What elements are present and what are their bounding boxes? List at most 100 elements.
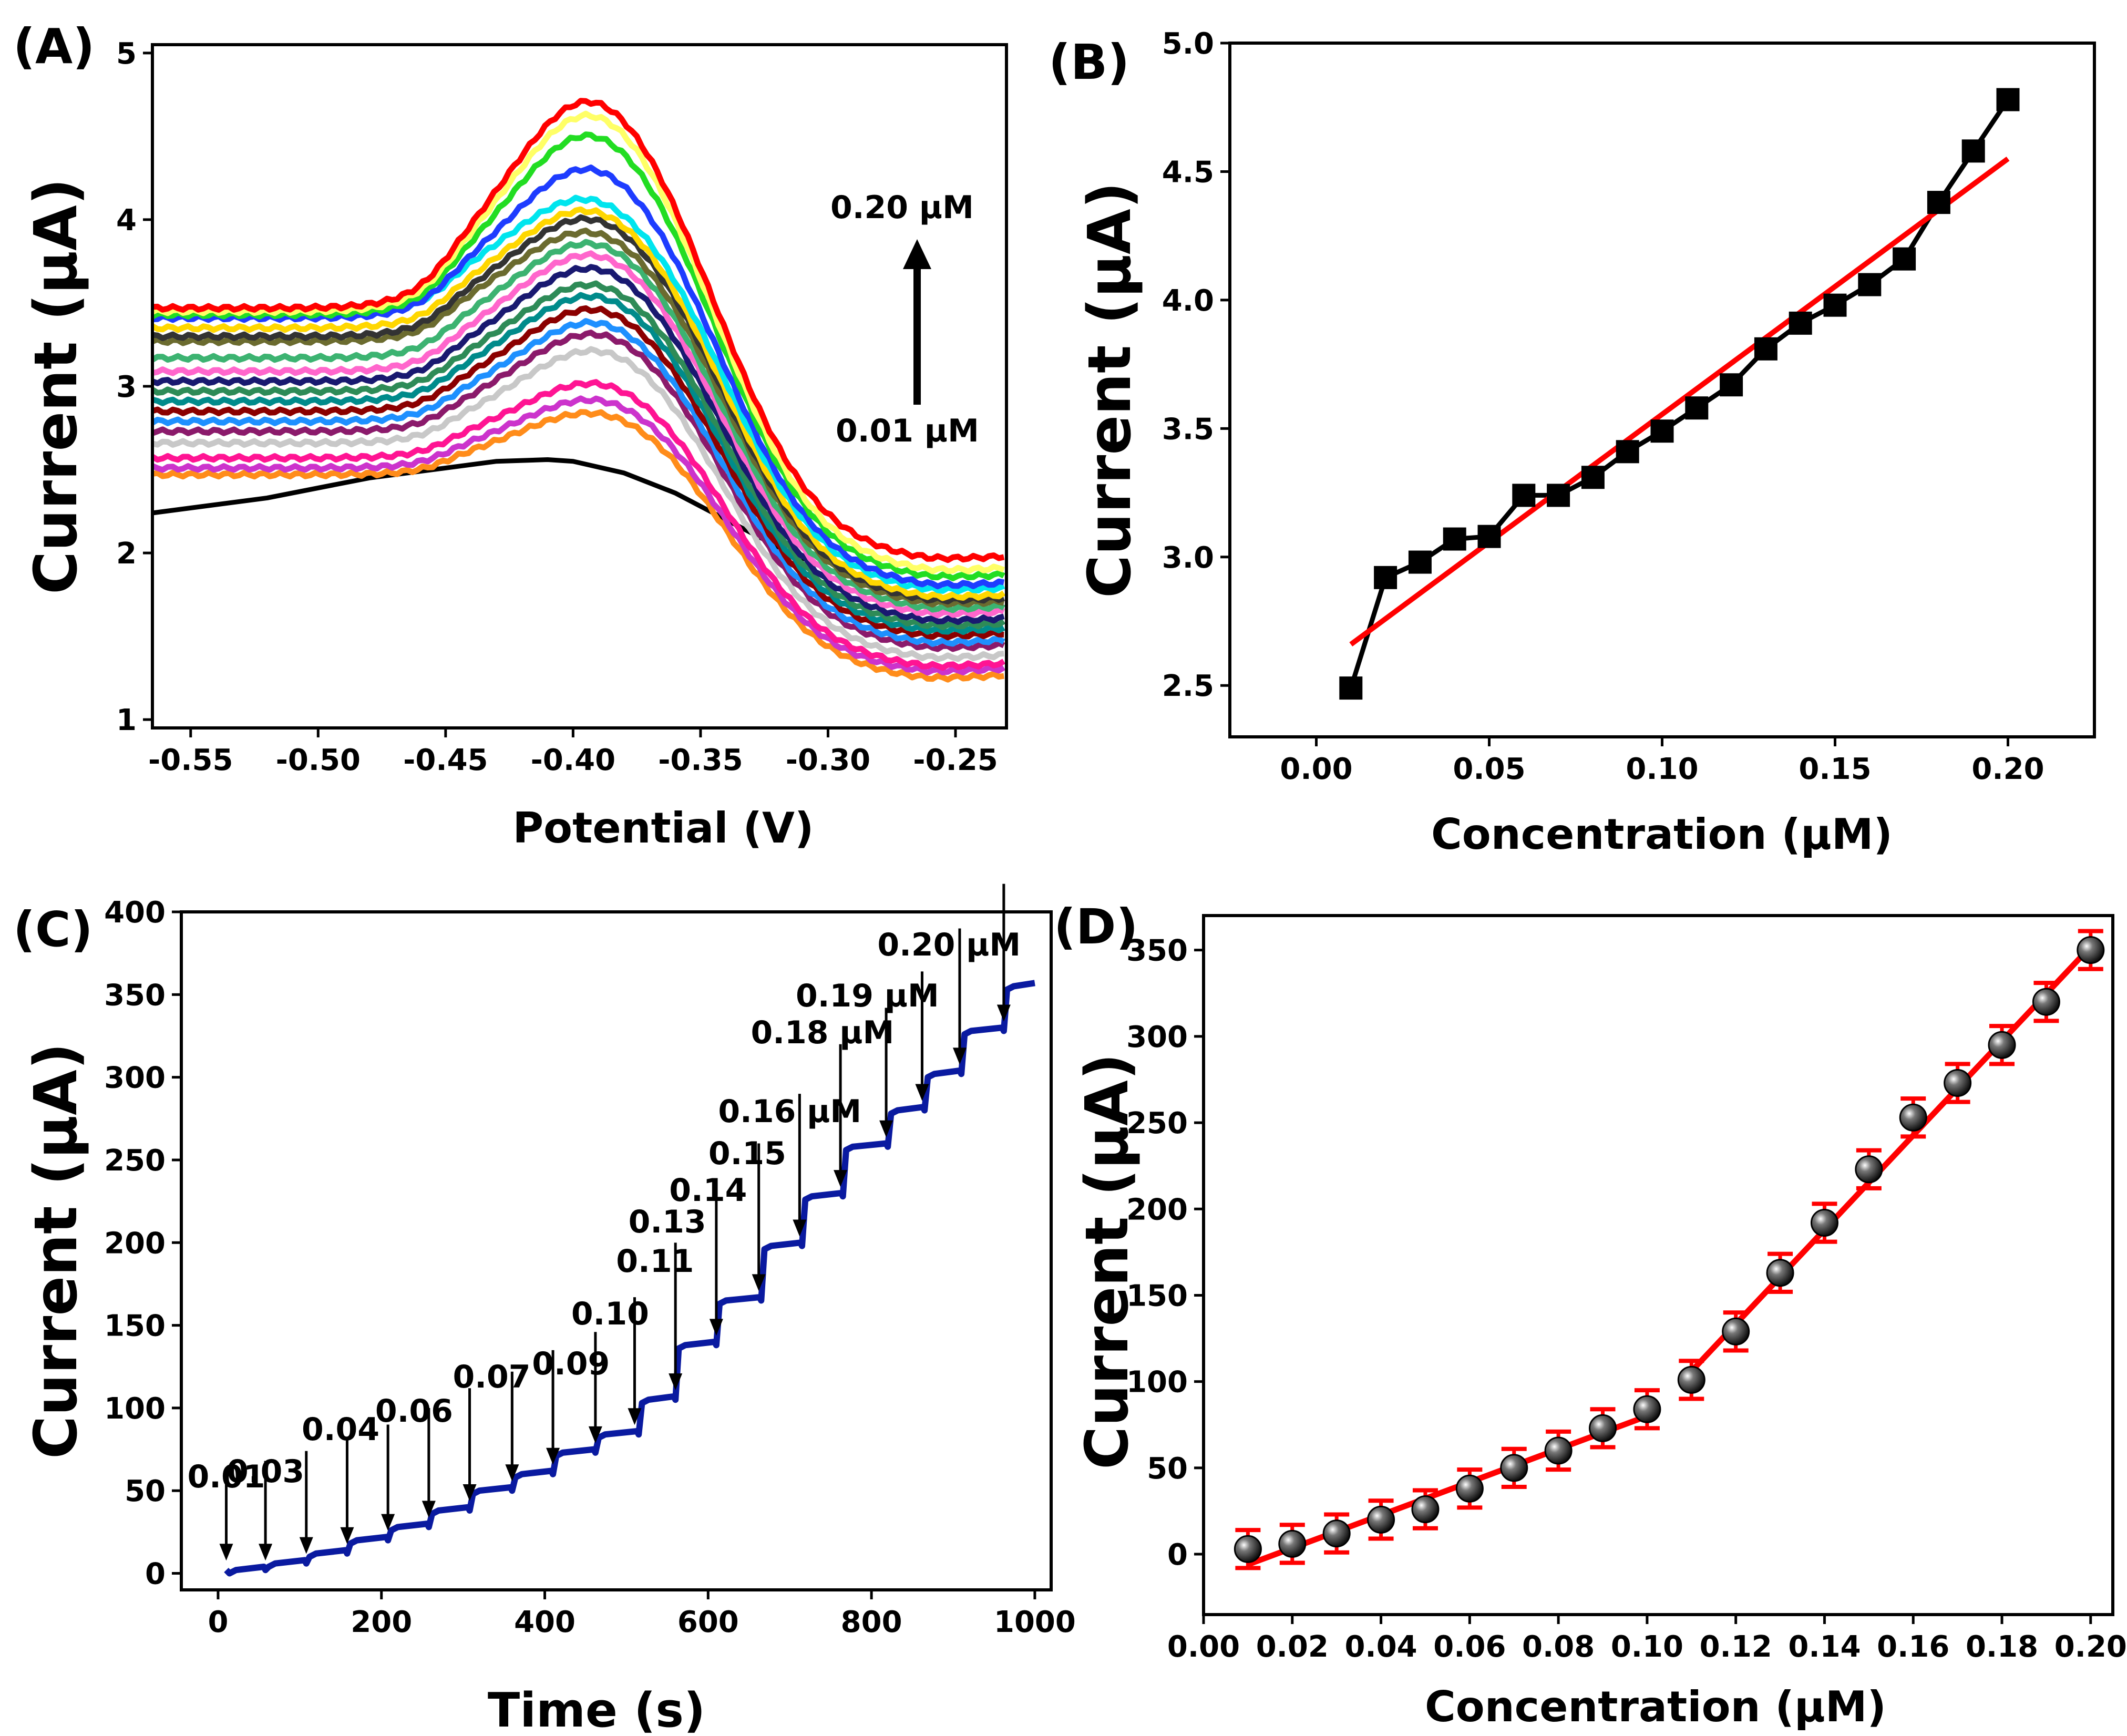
y-tick-label: 250 <box>104 1144 166 1178</box>
data-point <box>1988 1031 2016 1059</box>
addition-arrow-head <box>588 1426 602 1443</box>
y-tick-label: 0 <box>1167 1538 1188 1572</box>
panel-c-ticks: 0 200 400 600 800 1000 0 50 100 150 200 250 300 350 40… <box>104 896 1076 1639</box>
data-point <box>1766 1259 1794 1287</box>
panel-d-frame <box>1202 914 2114 1616</box>
x-tick-label: -0.25 <box>913 743 998 777</box>
y-tick-label: 150 <box>104 1309 166 1343</box>
addition-arrow-head <box>505 1464 519 1482</box>
data-point <box>1616 440 1639 464</box>
y-tick-label: 4 <box>116 203 137 238</box>
concentration-label: 0.09 <box>532 1345 610 1382</box>
data-point <box>1581 466 1605 489</box>
panel-d-ticks: 0.00 0.02 0.04 0.06 0.08 0.10 0.12 0.14 0.16 0.18… <box>1126 934 2127 1664</box>
data-point <box>1374 566 1398 589</box>
x-tick-label: 800 <box>841 1605 902 1639</box>
series-line <box>152 214 1005 604</box>
panel-a-arrow-head <box>903 239 931 269</box>
x-tick-label: 0.20 <box>1971 752 2044 786</box>
x-tick-label: -0.45 <box>403 743 488 777</box>
data-point <box>1443 527 1466 551</box>
series-line <box>151 110 1005 574</box>
y-tick-label: 150 <box>1126 1279 1188 1313</box>
panel-a-label: (A) <box>13 18 95 75</box>
data-point <box>1408 550 1432 574</box>
data-point <box>1855 1155 1883 1184</box>
series-line <box>152 98 1005 563</box>
data-point <box>2077 936 2105 964</box>
concentration-label: 0.14 <box>669 1172 747 1209</box>
concentration-label: 0.01 <box>187 1458 265 1495</box>
panel-a-ticks: -0.55 -0.50 -0.45 -0.40 -0.35 -0.30 -0.25 1 2 3 4 5 <box>116 37 998 777</box>
x-tick-label: -0.55 <box>148 743 233 777</box>
panel-a: (A) -0.55 -0.50 -0.45 -0.40 -0.35 -0.30 -0.25 1… <box>13 18 1008 852</box>
addition-arrow-head <box>879 1120 893 1137</box>
concentration-label: 0.13 <box>629 1204 706 1240</box>
series-line <box>151 318 1005 647</box>
panel-a-xlabel: Potential (V) <box>512 804 814 852</box>
series-line <box>151 206 1006 601</box>
y-tick-label: 3 <box>116 370 137 404</box>
panel-a-ylabel: Current (µA) <box>22 178 90 594</box>
addition-arrow-head <box>299 1537 313 1554</box>
fit-line <box>1689 944 2093 1373</box>
data-point <box>1339 676 1363 700</box>
data-point <box>1996 88 2020 111</box>
panel-c-ylabel: Current (µA) <box>22 1043 90 1459</box>
data-point <box>1234 1535 1262 1563</box>
concentration-label: 0.20 µM <box>877 927 1021 963</box>
series-line <box>151 379 1005 671</box>
series-line <box>151 305 1004 641</box>
data-point <box>1722 1317 1750 1345</box>
data-point <box>1961 139 1985 163</box>
x-tick-label: 0.00 <box>1280 752 1352 786</box>
fit-line <box>1349 156 2010 647</box>
data-point <box>1322 1519 1351 1548</box>
y-tick-label: 250 <box>1126 1106 1188 1141</box>
concentration-label: 0.10 <box>571 1296 649 1332</box>
x-tick-label: 200 <box>351 1605 412 1639</box>
y-tick-label: 50 <box>125 1474 166 1508</box>
y-tick-label: 4.5 <box>1162 155 1214 189</box>
series-line <box>151 292 1005 635</box>
y-tick-label: 5 <box>116 37 137 71</box>
fit-line <box>1247 1413 1648 1567</box>
x-tick-label: 0.12 <box>1700 1630 1772 1664</box>
x-tick-label: 0.20 <box>2054 1630 2127 1664</box>
addition-arrow-head <box>952 1047 967 1065</box>
y-tick-label: 200 <box>1126 1193 1188 1227</box>
data-point <box>1367 1505 1395 1534</box>
panel-c-frame <box>180 910 1053 1591</box>
data-point <box>1547 484 1570 507</box>
x-tick-label: -0.50 <box>276 743 361 777</box>
data-point <box>1512 484 1536 507</box>
data-point <box>1500 1454 1528 1482</box>
data-point <box>1677 1365 1705 1394</box>
data-point <box>1650 419 1674 443</box>
panel-b-label: (B) <box>1049 34 1129 90</box>
data-point <box>1589 1414 1617 1442</box>
data-point <box>1685 396 1709 420</box>
y-tick-label: 50 <box>1147 1452 1188 1486</box>
data-point <box>1944 1069 1972 1097</box>
y-tick-label: 0 <box>145 1557 166 1591</box>
panel-c-annotations: 0.010.03 0.040.060.07 0.09 0.10 0.110.130.14… <box>187 884 1021 1561</box>
x-tick-label: -0.40 <box>531 743 615 777</box>
data-point <box>1411 1495 1440 1524</box>
series-line <box>151 228 1005 608</box>
addition-arrow-head <box>546 1447 560 1465</box>
y-tick-label: 400 <box>104 896 166 930</box>
addition-arrow-head <box>709 1319 723 1336</box>
panel-c-label: (C) <box>13 901 93 958</box>
addition-arrow-head <box>463 1484 477 1501</box>
y-tick-label: 4.0 <box>1162 284 1214 318</box>
x-tick-label: 0.00 <box>1167 1630 1240 1664</box>
y-tick-label: 2.5 <box>1162 669 1214 703</box>
concentration-label: 0.03 <box>227 1453 304 1490</box>
panel-d-label: (D) <box>1054 899 1138 955</box>
x-tick-label: 0.06 <box>1433 1630 1506 1664</box>
y-tick-label: 300 <box>104 1061 166 1095</box>
y-tick-label: 350 <box>104 978 166 1012</box>
y-tick-label: 100 <box>104 1392 166 1426</box>
data-point <box>1899 1103 1927 1132</box>
